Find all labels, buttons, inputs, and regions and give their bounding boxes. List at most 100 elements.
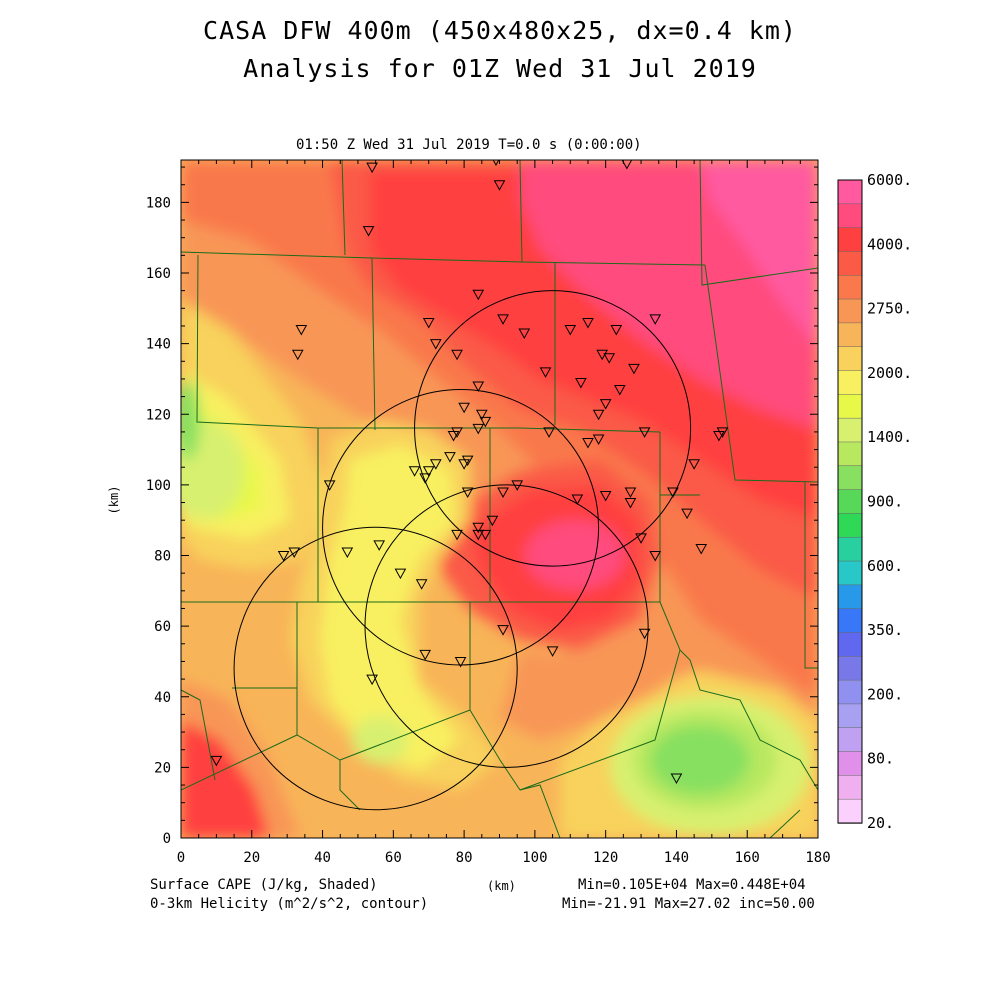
station-marker (408, 466, 421, 477)
station-marker (454, 656, 467, 668)
station-marker (394, 568, 407, 580)
footer-cape-label: Surface CAPE (J/kg, Shaded) (150, 877, 378, 893)
x-tick-label: 100 (522, 850, 547, 866)
station-marker (444, 452, 456, 463)
colorbar-swatch (837, 798, 863, 824)
station-marker (451, 427, 463, 438)
station-marker (472, 289, 485, 301)
station-marker (543, 427, 555, 438)
colorbar-label: 2000. (867, 364, 912, 382)
axis-ticks (180, 160, 819, 839)
colorbar-label: 350. (867, 621, 903, 639)
colorbar-swatch (837, 298, 863, 324)
y-tick-label: 120 (146, 407, 171, 423)
axis-tick-labels: 0 20 40 60 80 100 120 140 160 180 0 20 40 60 80 100 120 1… (146, 195, 831, 866)
station-marker (599, 399, 612, 410)
colorbar-label: 2750. (867, 300, 912, 318)
station-marker (447, 430, 460, 442)
station-marker (713, 430, 725, 442)
colorbar-swatch (837, 346, 863, 372)
station-marker (621, 160, 633, 170)
station-marker (681, 508, 693, 520)
station-marker (599, 490, 612, 502)
station-marker (649, 314, 662, 325)
footer-cape-range: Min=0.105E+04 Max=0.448E+04 (578, 877, 806, 893)
station-marker (628, 363, 640, 375)
station-marker (546, 646, 559, 657)
station-marker (472, 522, 485, 534)
map-title: CASA DFW 400m (450x480x25, dx=0.4 km) (203, 16, 797, 45)
x-tick-label: 40 (314, 850, 331, 866)
station-marker (518, 328, 531, 340)
y-tick-label: 20 (154, 760, 171, 776)
station-marker (429, 459, 442, 470)
colorbar-label: 4000. (867, 235, 912, 253)
station-marker (582, 438, 594, 449)
x-tick-label: 180 (805, 850, 830, 866)
station-marker (472, 529, 485, 541)
station-marker (638, 427, 651, 438)
colorbar (837, 179, 863, 824)
station-marker (461, 455, 474, 467)
station-marker (667, 487, 679, 498)
station-marker (493, 180, 506, 191)
colorbar-swatch (837, 536, 863, 562)
x-tick-label: 20 (243, 850, 260, 866)
station-marker (638, 628, 651, 640)
radar-coverage-rings (233, 290, 692, 811)
colorbar-swatch (837, 656, 863, 681)
x-tick-label: 80 (456, 850, 473, 866)
station-marker (210, 755, 223, 767)
station-marker (458, 459, 470, 470)
county-boundaries (181, 160, 818, 838)
station-marker (575, 377, 587, 389)
colorbar-swatch (837, 632, 863, 658)
colorbar-swatch (837, 227, 863, 253)
station-marker (451, 529, 463, 541)
station-marker (291, 349, 304, 361)
radar-ring (233, 526, 518, 811)
colorbar-swatch (837, 394, 863, 419)
x-tick-label: 160 (735, 850, 760, 866)
station-marker (497, 487, 509, 498)
station-marker (295, 325, 308, 336)
x-axis-label: (km) (487, 879, 516, 893)
y-tick-label: 60 (154, 619, 171, 635)
colorbar-swatch (837, 608, 863, 634)
station-markers (210, 160, 729, 784)
x-tick-label: 0 (177, 850, 185, 866)
y-tick-label: 0 (163, 831, 171, 847)
station-marker (539, 367, 552, 378)
colorbar-swatch (837, 679, 863, 705)
radar-ring (414, 290, 692, 567)
station-marker (277, 551, 290, 562)
colorbar-swatch (837, 203, 863, 229)
station-marker (479, 416, 492, 428)
colorbar-swatch (837, 441, 863, 467)
colorbar-swatch (837, 322, 863, 348)
colorbar-swatch (837, 465, 863, 491)
footer-helicity-label: 0-3km Helicity (m^2/s^2, contour) (150, 896, 429, 912)
colorbar-swatch (837, 584, 863, 610)
y-tick-label: 160 (146, 266, 171, 282)
station-marker (571, 494, 584, 506)
station-marker (366, 674, 378, 686)
y-tick-label: 100 (146, 478, 171, 494)
y-tick-label: 40 (154, 690, 171, 706)
station-marker (688, 459, 700, 470)
station-marker (362, 226, 375, 237)
radar-ring (322, 389, 600, 666)
station-marker (670, 773, 683, 784)
colorbar-label: 200. (867, 685, 903, 703)
station-marker (511, 480, 524, 491)
colorbar-swatch (837, 513, 863, 538)
x-tick-label: 60 (385, 850, 402, 866)
station-marker (624, 487, 637, 498)
valid-time-label: 01:50 Z Wed 31 Jul 2019 T=0.0 s (0:00:00… (296, 137, 642, 153)
x-tick-label: 140 (664, 850, 689, 866)
station-marker (497, 314, 509, 325)
colorbar-label: 6000. (867, 171, 912, 189)
map-subtitle-analysis: Analysis for 01Z Wed 31 Jul 2019 (243, 54, 757, 83)
station-marker (373, 540, 386, 551)
station-marker (472, 381, 485, 393)
